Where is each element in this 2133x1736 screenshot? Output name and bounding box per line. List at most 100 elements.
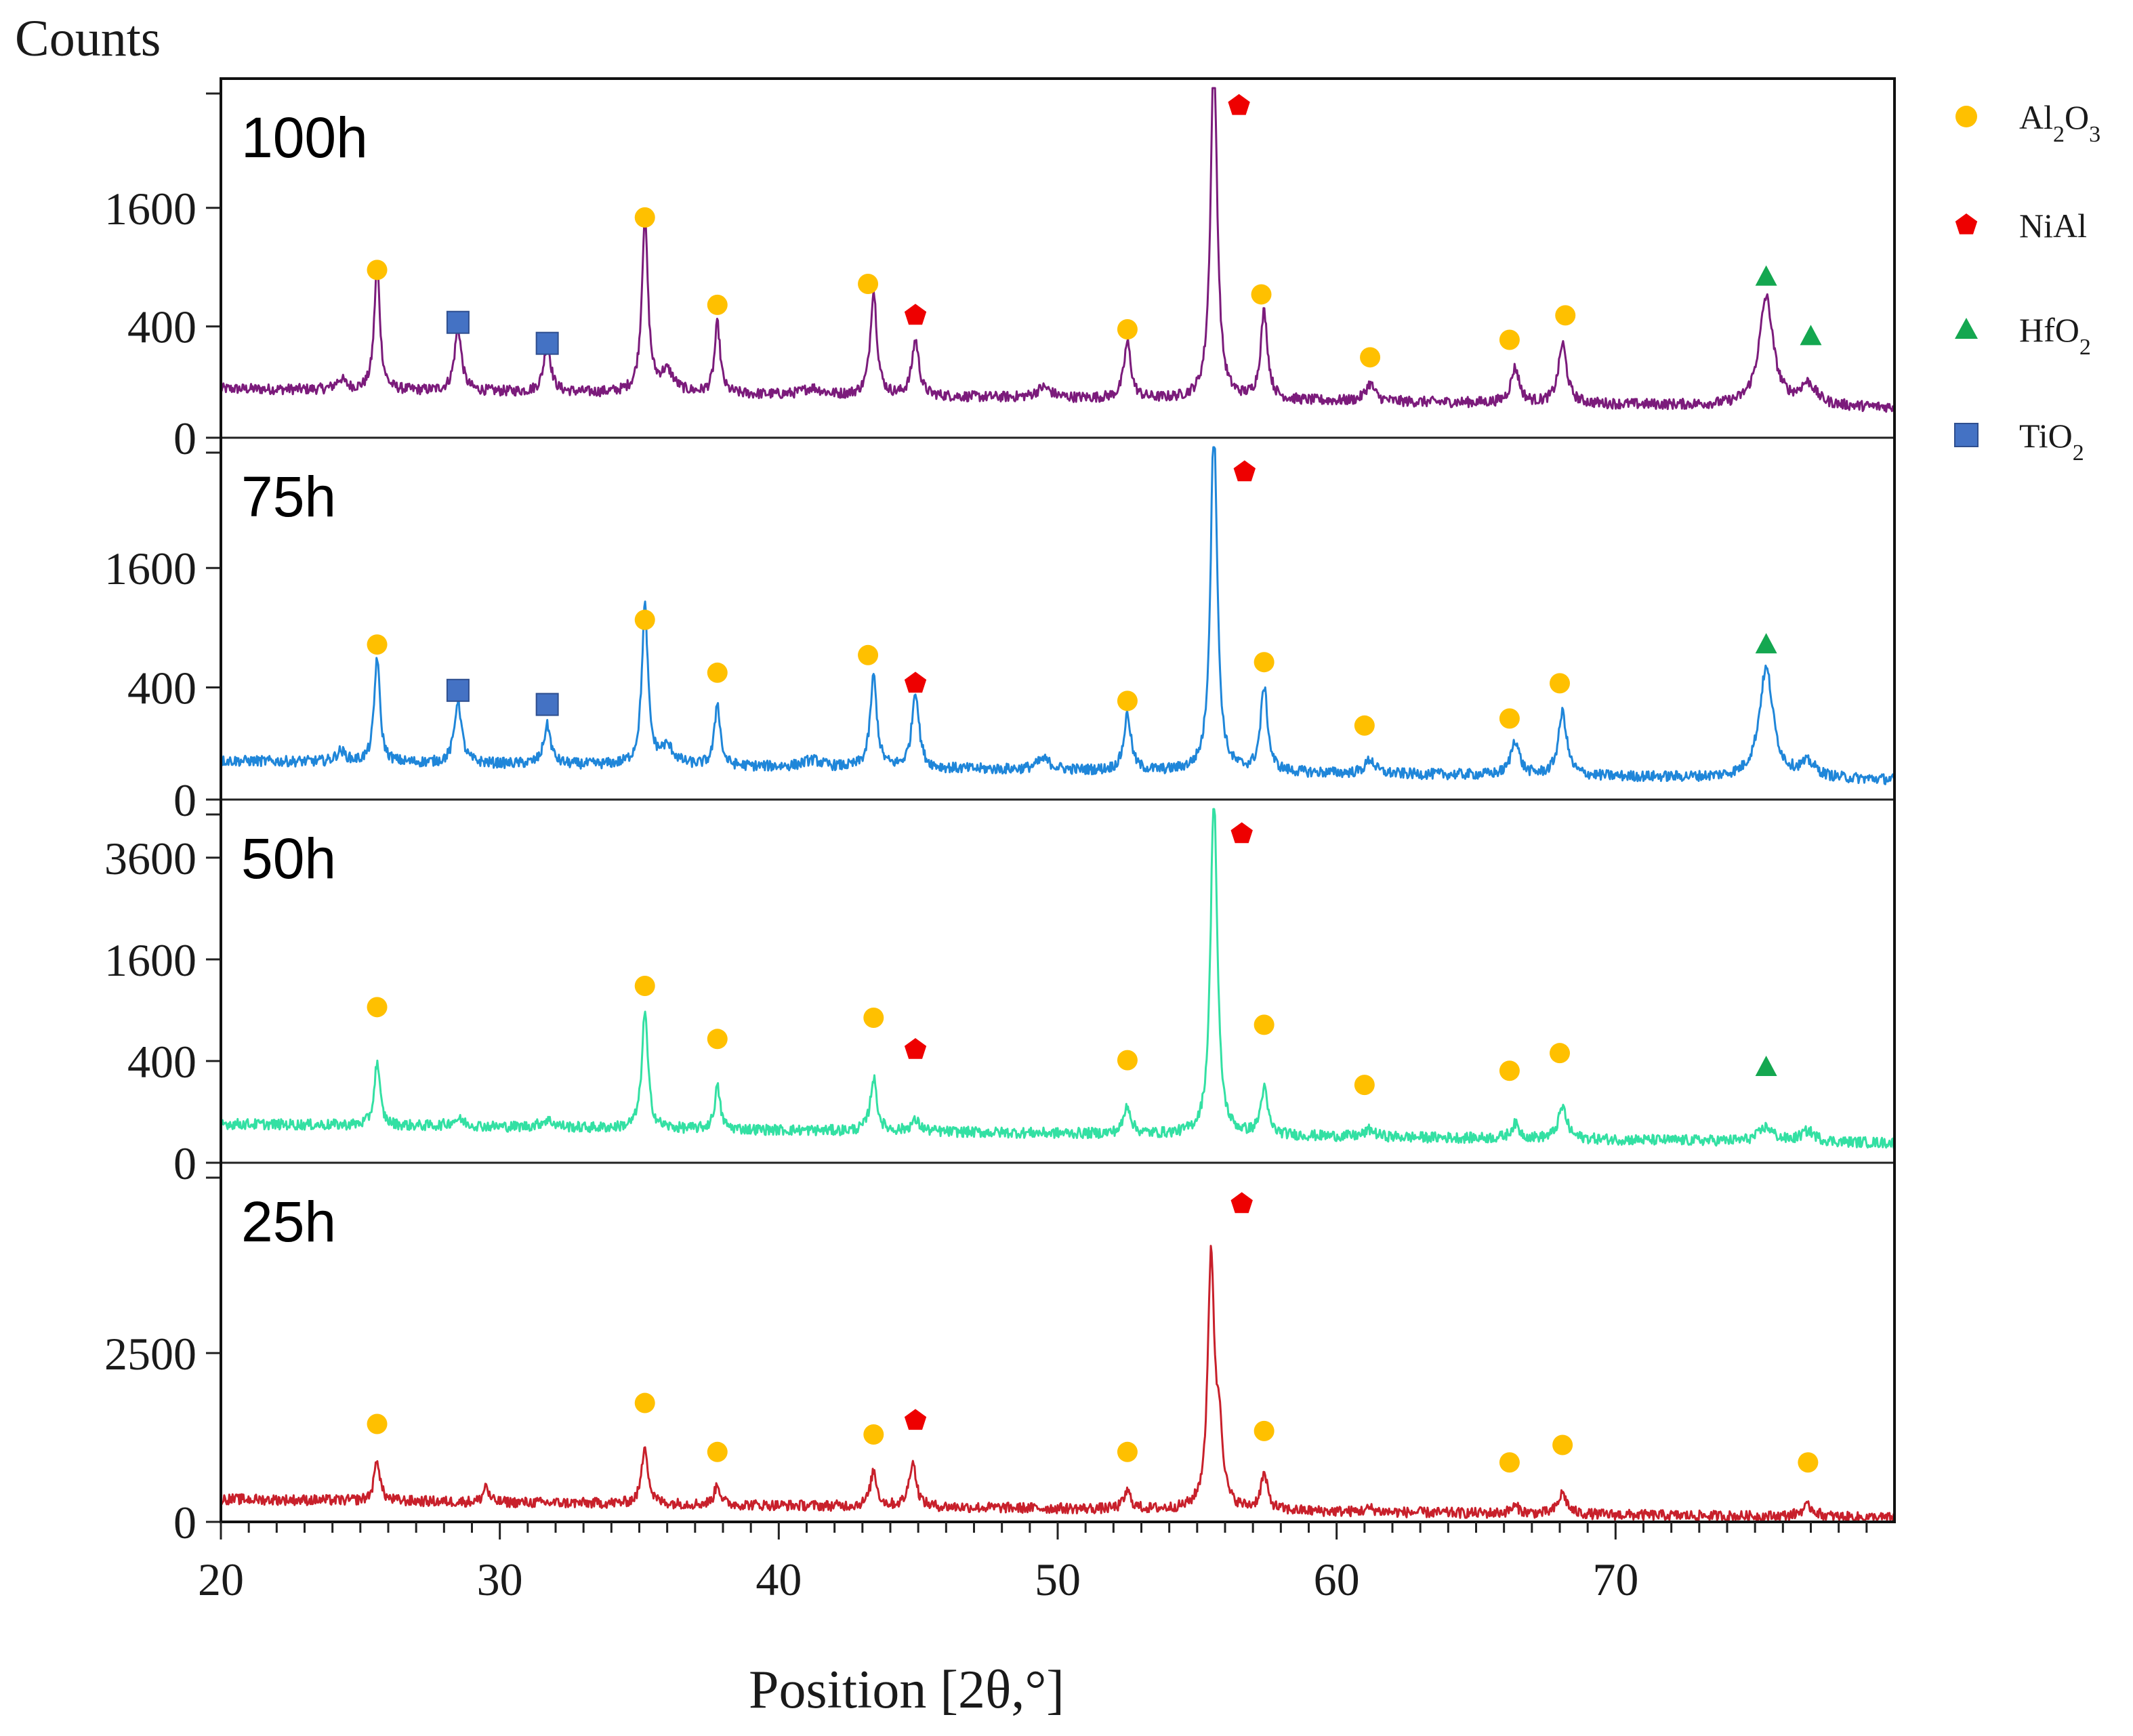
marker-al2o3 (863, 1007, 884, 1028)
marker-al2o3 (634, 609, 655, 630)
marker-al2o3 (367, 1413, 388, 1434)
x-tick-label: 70 (1592, 1554, 1638, 1605)
subscript: 2 (2073, 440, 2084, 466)
panel-25h: 25h 0 2500 (104, 1176, 1896, 1548)
legend-marker-tio2 (1954, 423, 1979, 447)
panel-label-100h: 100h (241, 106, 368, 169)
marker-al2o3 (367, 997, 388, 1018)
legend-label-hfo2: HfO2 (2019, 311, 2091, 360)
y-tick-label: 2500 (104, 1328, 196, 1380)
formula-text: TiO (2019, 417, 2073, 455)
marker-al2o3 (634, 207, 655, 228)
formula-text: O (2065, 98, 2089, 136)
marker-al2o3 (707, 662, 728, 683)
marker-al2o3 (367, 260, 388, 281)
legend-label-nial: NiAl (2019, 207, 2087, 245)
marker-nial (1228, 94, 1250, 115)
marker-al2o3 (1499, 1452, 1520, 1473)
y-tick-label: 400 (127, 662, 196, 714)
marker-al2o3 (1499, 708, 1520, 729)
y-tick-label: 400 (127, 302, 196, 353)
marker-tio2 (535, 331, 559, 355)
y-axis-title: Counts (15, 10, 161, 67)
marker-al2o3 (1254, 652, 1275, 673)
y-tick-label: 0 (173, 1138, 196, 1189)
legend-marker-hfo2 (1955, 318, 1978, 339)
x-axis-title: Position [2θ,°] (749, 1660, 1064, 1720)
panel-label-25h: 25h (241, 1190, 336, 1254)
marker-al2o3 (707, 1029, 728, 1050)
series-line-25h (220, 1245, 1896, 1521)
marker-hfo2 (1755, 265, 1777, 286)
legend-label-tio2: TiO2 (2019, 417, 2084, 466)
marker-al2o3 (863, 1424, 884, 1445)
formula-text: Al (2019, 98, 2053, 136)
marker-tio2 (446, 310, 470, 334)
x-tick-label: 40 (755, 1554, 802, 1605)
marker-al2o3 (707, 1441, 728, 1462)
marker-al2o3 (1117, 319, 1138, 340)
chart-panels: 100h 0 400 1600 75h 0 400 1600 50h 0 400 1600 3600 25… (104, 87, 1896, 1548)
marker-tio2 (446, 678, 470, 702)
marker-al2o3 (1499, 1060, 1520, 1081)
subscript: 2 (2053, 122, 2065, 147)
marker-al2o3 (858, 644, 879, 665)
panel-50h: 50h 0 400 1600 3600 (104, 808, 1896, 1189)
marker-al2o3 (1550, 1043, 1570, 1064)
y-tick-label: 0 (173, 774, 196, 826)
marker-al2o3 (707, 294, 728, 315)
marker-nial (1230, 1192, 1253, 1214)
marker-al2o3 (1552, 1434, 1573, 1455)
marker-al2o3 (1117, 1441, 1138, 1462)
y-tick-label: 0 (173, 1497, 196, 1548)
x-tick-label: 50 (1035, 1554, 1081, 1605)
x-tick-label: 60 (1314, 1554, 1360, 1605)
marker-al2o3 (1499, 329, 1520, 350)
marker-nial (1233, 460, 1256, 482)
series-line-50h (220, 808, 1896, 1149)
marker-hfo2 (1755, 1056, 1777, 1077)
legend-label-al2o3: Al2O3 (2019, 98, 2100, 147)
marker-al2o3 (1254, 1014, 1275, 1035)
panel-75h: 75h 0 400 1600 (104, 446, 1896, 826)
y-tick-label: 400 (127, 1036, 196, 1088)
panel-label-50h: 50h (241, 827, 336, 890)
marker-nial (904, 304, 927, 325)
marker-al2o3 (1354, 1075, 1375, 1096)
marker-al2o3 (1251, 284, 1272, 305)
y-tick-label: 1600 (104, 543, 196, 594)
y-tick-label: 0 (173, 413, 196, 464)
y-tick-label: 1600 (104, 934, 196, 986)
y-tick-label: 1600 (104, 183, 196, 234)
marker-tio2 (535, 693, 559, 716)
marker-nial (904, 1038, 927, 1059)
marker-nial (1230, 822, 1253, 844)
marker-al2o3 (1555, 305, 1576, 326)
marker-al2o3 (1360, 347, 1381, 368)
formula-text: HfO (2019, 311, 2079, 349)
marker-al2o3 (858, 273, 879, 294)
subscript: 3 (2089, 122, 2100, 147)
y-tick-label: 3600 (104, 833, 196, 884)
marker-hfo2 (1755, 633, 1777, 654)
marker-al2o3 (1117, 690, 1138, 711)
panel-100h: 100h 0 400 1600 (104, 87, 1896, 464)
marker-al2o3 (1798, 1452, 1819, 1473)
marker-al2o3 (1550, 673, 1570, 694)
panel-label-75h: 75h (241, 465, 336, 529)
marker-al2o3 (1354, 715, 1375, 736)
series-line-100h (220, 87, 1896, 413)
marker-al2o3 (634, 1392, 655, 1413)
plot-frame (220, 77, 1896, 1523)
marker-al2o3 (367, 634, 388, 655)
marker-al2o3 (634, 976, 655, 996)
formula-text: NiAl (2019, 207, 2087, 245)
series-line-75h (220, 446, 1896, 785)
x-tick-label: 20 (198, 1554, 244, 1605)
legend-marker-al2o3 (1955, 106, 1977, 127)
legend-marker-nial (1955, 213, 1978, 234)
marker-al2o3 (1254, 1420, 1275, 1441)
marker-al2o3 (1117, 1050, 1138, 1071)
marker-hfo2 (1800, 325, 1822, 346)
